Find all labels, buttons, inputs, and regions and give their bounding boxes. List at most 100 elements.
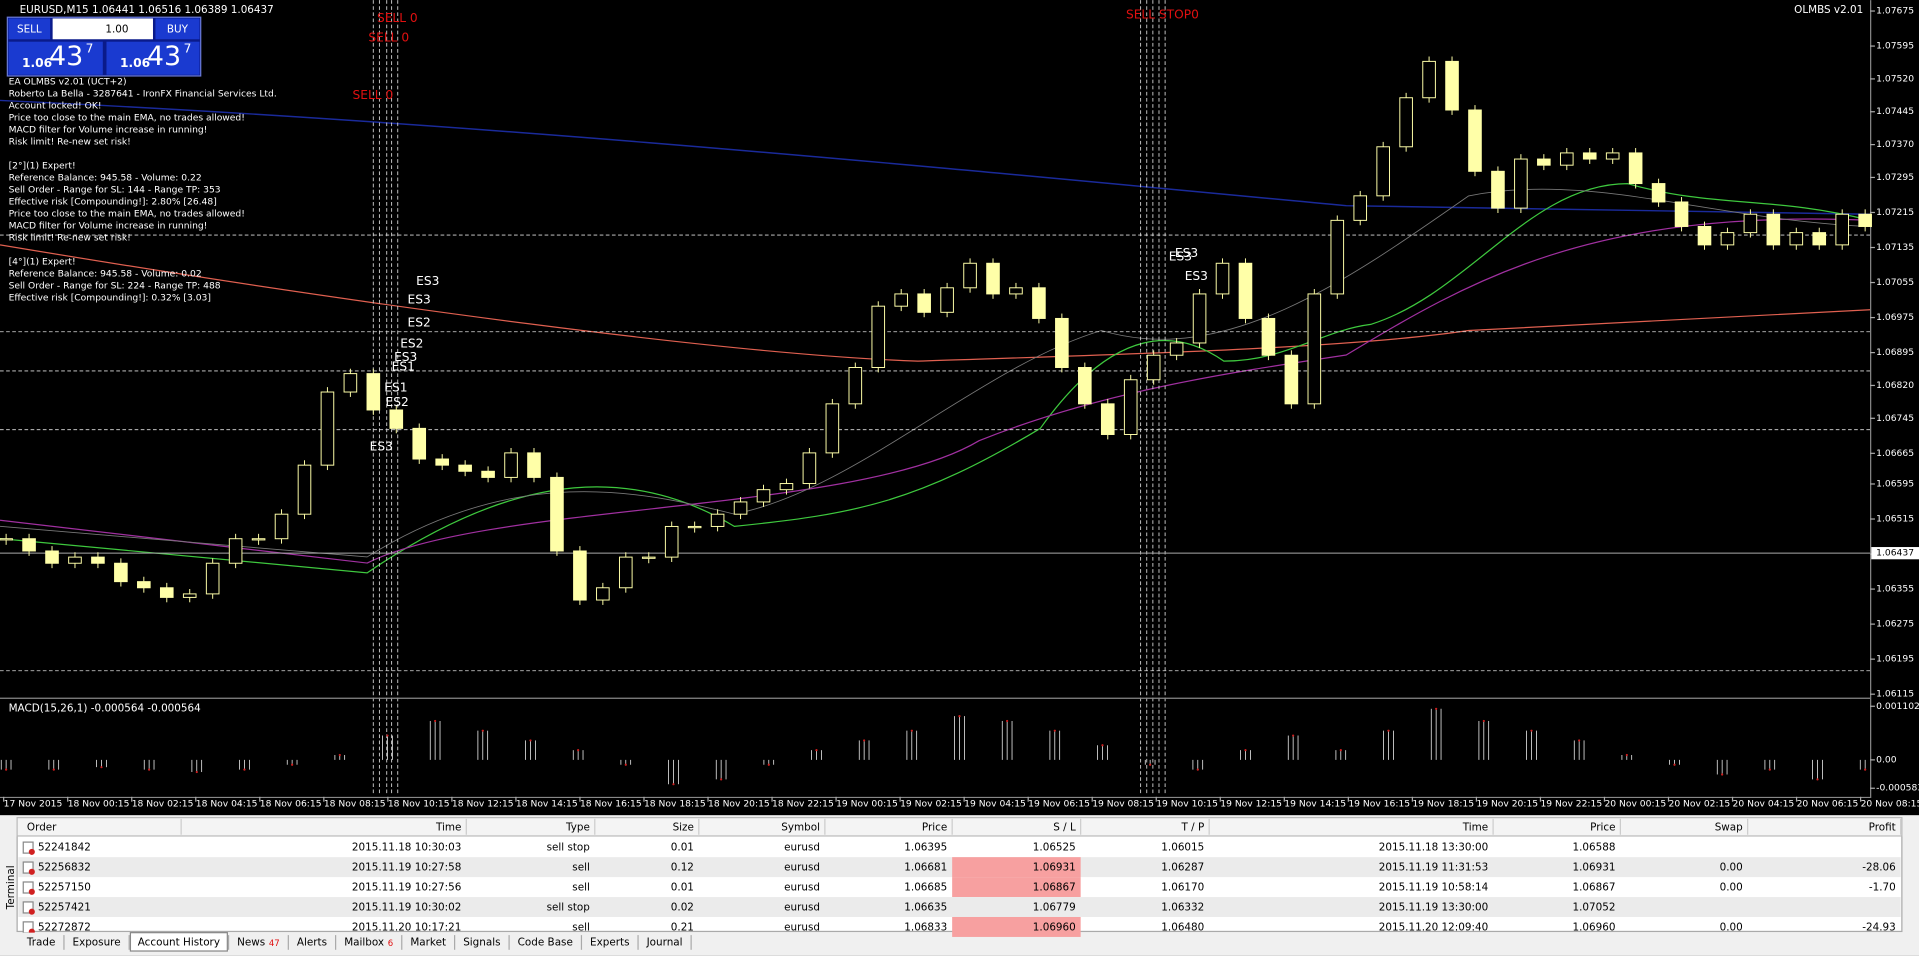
cell: 1.06931 bbox=[1573, 862, 1616, 874]
column-header: Order bbox=[27, 821, 57, 833]
column-header: Time bbox=[435, 821, 461, 833]
cell: 0.21 bbox=[671, 921, 694, 933]
candle bbox=[1812, 232, 1827, 246]
x-tick-label: 19 Nov 12:15 bbox=[1220, 799, 1282, 810]
bid-box[interactable] bbox=[8, 41, 103, 75]
y-tick-label: 1.07135 bbox=[1876, 242, 1914, 253]
x-tick-label: 19 Nov 04:15 bbox=[964, 799, 1026, 810]
candle bbox=[1697, 225, 1712, 246]
chart-annotation: ES3 bbox=[416, 274, 439, 288]
candle bbox=[182, 593, 197, 598]
candle bbox=[848, 367, 863, 405]
y-tick-label: 1.07055 bbox=[1876, 277, 1914, 288]
candle bbox=[1628, 152, 1643, 185]
order-icon-dot bbox=[28, 868, 35, 875]
candle bbox=[1743, 213, 1758, 234]
macd-signal bbox=[1339, 749, 1342, 752]
tab[interactable] bbox=[455, 932, 508, 952]
candle bbox=[366, 373, 381, 411]
lots-input[interactable] bbox=[52, 18, 153, 40]
y-tick-label: 1.07445 bbox=[1876, 106, 1914, 117]
candle bbox=[618, 556, 633, 589]
candle bbox=[1468, 109, 1482, 172]
bid-pips: 43 bbox=[49, 41, 83, 72]
candle bbox=[664, 525, 679, 558]
candle bbox=[1009, 287, 1023, 295]
tab[interactable] bbox=[402, 932, 454, 952]
cell: -24.93 bbox=[1862, 921, 1896, 933]
tab[interactable] bbox=[65, 932, 128, 952]
candle bbox=[825, 403, 840, 454]
macd-signal bbox=[338, 753, 341, 757]
macd-signal bbox=[1864, 768, 1867, 771]
tab[interactable] bbox=[129, 932, 228, 952]
candle bbox=[91, 556, 105, 564]
macd-signal bbox=[958, 714, 961, 718]
tab-badge: 47 bbox=[269, 939, 280, 949]
x-tick-label: 18 Nov 00:15 bbox=[68, 799, 130, 810]
cell: 1.06779 bbox=[1033, 901, 1076, 913]
buy-button[interactable] bbox=[155, 18, 200, 40]
cell: 1.06867 bbox=[1033, 882, 1076, 894]
tab-label: Mailbox bbox=[344, 936, 384, 948]
order-icon-dot bbox=[28, 888, 35, 895]
macd-signal bbox=[291, 763, 294, 766]
candle bbox=[412, 427, 427, 460]
cell: 1.06525 bbox=[1033, 842, 1076, 854]
cell: eurusd bbox=[784, 882, 820, 894]
column-header: Time bbox=[1462, 821, 1488, 833]
x-tick-label: 17 Nov 2015 bbox=[4, 799, 63, 810]
bid-point: 7 bbox=[86, 42, 94, 56]
tab-label: News bbox=[237, 936, 265, 948]
candle bbox=[297, 464, 312, 515]
tab[interactable] bbox=[229, 932, 288, 952]
order-icon-dot bbox=[28, 848, 35, 855]
y-tick-label: 1.06895 bbox=[1876, 347, 1914, 358]
candle bbox=[527, 452, 541, 478]
column-header: T / P bbox=[1181, 821, 1205, 833]
column-header: Symbol bbox=[781, 821, 820, 833]
cell: sell stop bbox=[547, 901, 591, 913]
ask-box[interactable] bbox=[106, 41, 200, 75]
candle bbox=[504, 452, 518, 478]
macd-title: MACD(15,26,1) -0.000564 -0.000564 bbox=[9, 703, 202, 715]
candle bbox=[1858, 213, 1872, 227]
candle bbox=[756, 489, 771, 503]
indicator-name: OLMBS v2.01 bbox=[1794, 4, 1863, 16]
macd-signal bbox=[1387, 729, 1390, 732]
log-line: EA OLMBS v2.01 (UCT+2) bbox=[9, 77, 127, 88]
x-tick-label: 19 Nov 06:15 bbox=[1028, 799, 1090, 810]
cell: 2015.11.19 10:27:58 bbox=[352, 862, 461, 874]
tab[interactable] bbox=[510, 932, 581, 952]
x-tick-label: 19 Nov 22:15 bbox=[1540, 799, 1602, 810]
cell: 52257150 bbox=[38, 882, 91, 894]
tab[interactable] bbox=[639, 932, 690, 952]
macd-tick-label: -0.000583 bbox=[1876, 783, 1919, 794]
macd-signal bbox=[100, 766, 103, 769]
x-tick-label: 18 Nov 04:15 bbox=[196, 799, 258, 810]
tab[interactable] bbox=[336, 932, 401, 952]
cell: 2015.11.18 13:30:00 bbox=[1379, 842, 1488, 854]
sell-label: SELL bbox=[17, 23, 42, 35]
macd-signal bbox=[1816, 778, 1819, 781]
tab[interactable] bbox=[289, 932, 335, 952]
y-tick-label: 1.07295 bbox=[1876, 172, 1914, 183]
x-tick-label: 18 Nov 22:15 bbox=[772, 799, 834, 810]
macd-signal bbox=[720, 778, 723, 781]
tab[interactable] bbox=[582, 932, 637, 952]
y-tick-label: 1.06515 bbox=[1876, 514, 1914, 525]
cell: eurusd bbox=[784, 842, 820, 854]
candle bbox=[458, 464, 472, 472]
macd-signal bbox=[1673, 763, 1676, 766]
candle bbox=[1674, 201, 1689, 227]
tab[interactable] bbox=[19, 932, 63, 952]
log-line: Price too close to the main EMA, no trad… bbox=[9, 209, 245, 220]
y-tick-label: 1.06195 bbox=[1876, 654, 1914, 665]
cell: 1.07052 bbox=[1573, 901, 1616, 913]
cell: 1.06395 bbox=[904, 842, 947, 854]
cell: 1.06332 bbox=[1161, 901, 1204, 913]
sell-button[interactable] bbox=[8, 18, 51, 40]
chart-annotation: SELL 0 bbox=[352, 88, 393, 102]
